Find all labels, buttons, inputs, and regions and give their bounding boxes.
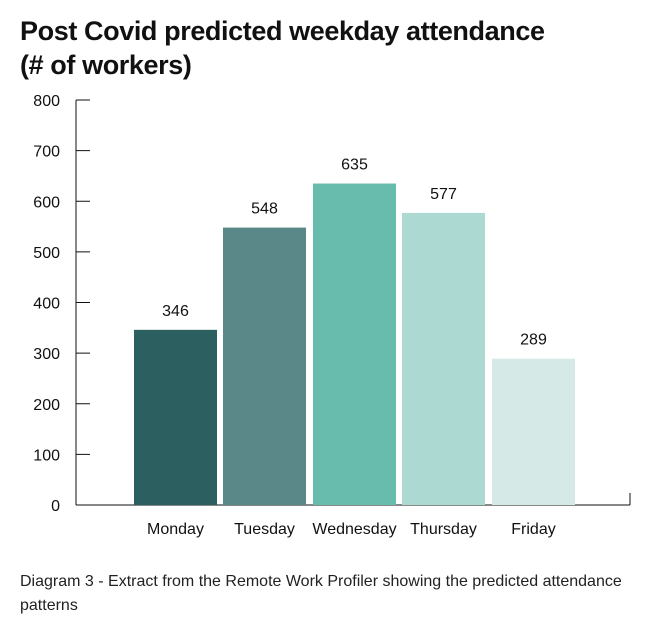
y-tick-label: 400 — [33, 296, 60, 313]
y-tick-label: 0 — [51, 498, 60, 515]
chart-title-line-1: Post Covid predicted weekday attendance — [20, 16, 545, 46]
y-tick-label: 600 — [33, 194, 60, 211]
value-label: 289 — [520, 332, 547, 349]
y-tick-label: 800 — [33, 93, 60, 110]
bar-wednesday — [313, 183, 396, 505]
value-label: 577 — [430, 186, 457, 203]
value-labels: 346 548 635 577 289 — [162, 157, 547, 349]
y-tick-label: 300 — [33, 346, 60, 363]
bars — [134, 183, 575, 506]
y-tick-label: 200 — [33, 397, 60, 414]
chart-title-line-2: (# of workers) — [20, 50, 192, 80]
x-tick-label: Monday — [147, 521, 204, 538]
x-tick-labels: Monday Tuesday Wednesday Thursday Friday — [147, 521, 556, 538]
x-tick-label: Wednesday — [312, 521, 396, 538]
value-label: 548 — [251, 201, 278, 218]
y-tick-label: 500 — [33, 245, 60, 262]
value-label: 635 — [341, 157, 368, 174]
bar-thursday — [402, 212, 485, 506]
bar-monday — [134, 329, 217, 505]
x-tick-label: Thursday — [410, 521, 477, 538]
y-axis: 0 100 200 300 400 500 600 700 800 — [33, 93, 90, 515]
bar-tuesday — [223, 227, 306, 505]
bar-friday — [492, 358, 575, 505]
figure-caption: Diagram 3 - Extract from the Remote Work… — [20, 573, 622, 614]
x-tick-label: Tuesday — [234, 521, 295, 538]
y-tick-label: 100 — [33, 447, 60, 464]
x-tick-label: Friday — [511, 521, 555, 538]
chart-title: Post Covid predicted weekday attendance … — [20, 14, 640, 82]
y-tick-label: 700 — [33, 144, 60, 161]
value-label: 346 — [162, 303, 189, 320]
bar-chart: 0 100 200 300 400 500 600 700 800 346 548 635 577 28… — [33, 93, 631, 538]
